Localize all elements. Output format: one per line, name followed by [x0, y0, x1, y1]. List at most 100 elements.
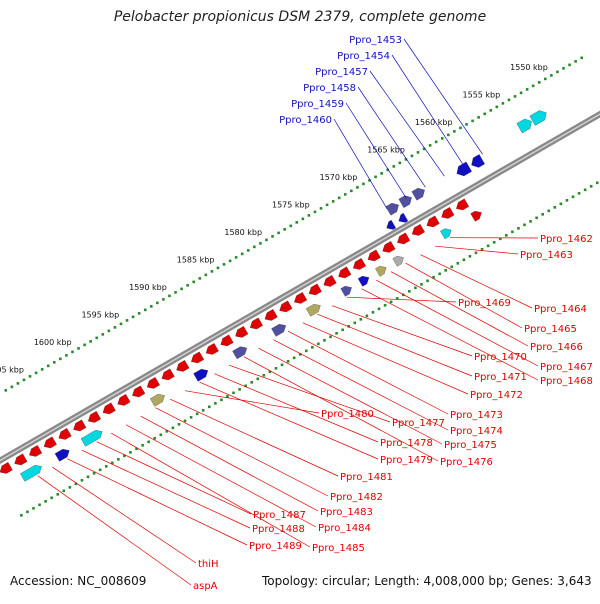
ruler-dot — [511, 231, 514, 234]
ruler-dot — [314, 211, 317, 214]
ruler-dot — [44, 500, 47, 503]
inner-gene-label: Ppro_1482 — [330, 492, 383, 503]
ruler-dot — [250, 381, 253, 384]
ruler-dot — [568, 64, 571, 67]
gene-arrow-inner-track2 — [393, 256, 404, 266]
ruler-dot — [372, 311, 375, 314]
leader-line-inner — [362, 289, 538, 380]
inner-gene-label: Ppro_1480 — [321, 409, 374, 420]
gene-arrow-inner-track2 — [471, 211, 482, 221]
leader-line-inner — [141, 416, 318, 511]
ruler-dot — [196, 413, 199, 416]
ruler-dot — [435, 141, 438, 144]
ruler-dot — [232, 392, 235, 395]
ruler-dot — [263, 374, 266, 377]
ruler-dot — [202, 409, 205, 412]
ruler-dot — [275, 367, 278, 370]
gene-arrow-inner — [206, 343, 219, 354]
gene-arrow-outer — [399, 196, 412, 208]
ruler-tick-label: 1550 kbp — [510, 63, 548, 72]
leader-line-inner — [303, 323, 468, 394]
ruler-dot — [420, 283, 423, 286]
inner-gene-label: Ppro_1466 — [530, 342, 583, 353]
ruler-dot — [293, 357, 296, 360]
inner-gene-label: Ppro_1485 — [312, 543, 365, 554]
ruler-dot — [265, 239, 268, 242]
outer-gene-labels: Ppro_1453Ppro_1454Ppro_1457Ppro_1458Ppro… — [279, 35, 402, 126]
ruler-dot — [450, 266, 453, 269]
leader-line-inner — [38, 476, 191, 585]
ruler-dot — [360, 318, 363, 321]
ruler-tick-label: 1580 kbp — [224, 228, 262, 237]
ruler-dot — [332, 200, 335, 203]
ruler-dot — [287, 360, 290, 363]
leader-line-inner — [214, 374, 378, 442]
gene-arrow-inner-track2 — [271, 324, 285, 336]
outer-gene-label: Ppro_1453 — [349, 35, 402, 46]
inner-gene-label: Ppro_1464 — [534, 304, 587, 315]
ruler-dot — [580, 57, 583, 60]
ruler-dot — [505, 234, 508, 237]
ruler-dot — [217, 267, 220, 270]
inner-gene-label: Ppro_1473 — [450, 410, 503, 421]
ruler-dot — [447, 134, 450, 137]
ruler-dot — [305, 350, 308, 353]
leader-line-inner — [317, 314, 472, 376]
ruler-tick-label: 1590 kbp — [129, 283, 167, 292]
ruler-dot — [487, 245, 490, 248]
ruler-tick-label: 1575 kbp — [272, 201, 310, 210]
ruler-dot — [477, 116, 480, 119]
ruler-dot — [220, 399, 223, 402]
ruler-dot — [50, 497, 53, 500]
ruler-dot — [271, 235, 274, 238]
ruler-dot — [514, 95, 517, 98]
page-title: Pelobacter propionicus DSM 2379, complet… — [0, 9, 600, 25]
ruler-dot — [283, 228, 286, 231]
inner-gene-label: Ppro_1467 — [540, 362, 593, 373]
inner-gene-label: Ppro_1478 — [380, 438, 433, 449]
gene-arrow-inner — [191, 352, 204, 363]
ruler-dot — [489, 109, 492, 112]
ruler-tick-label: 1595 kbp — [81, 311, 119, 320]
ruler-dot — [544, 78, 547, 81]
gene-arrow-inner — [280, 301, 293, 312]
inner-gene-label: Ppro_1483 — [320, 507, 373, 518]
ruler-dot — [344, 193, 347, 196]
ruler-dot — [496, 106, 499, 109]
ruler-dot — [362, 183, 365, 186]
ruler-dot — [184, 420, 187, 423]
ruler-dot — [71, 351, 74, 354]
ruler-dot — [23, 379, 26, 382]
ruler-dot — [174, 291, 177, 294]
ruler-dot — [366, 315, 369, 318]
gene-arrow-inner — [442, 207, 455, 218]
leader-line-inner — [406, 263, 522, 328]
inner-gene-label: Ppro_1488 — [252, 524, 305, 535]
ruler-tick-label: 1605 kbp — [0, 366, 24, 375]
inner-gene-label: Ppro_1479 — [380, 455, 433, 466]
ruler-dot — [493, 241, 496, 244]
ruler-dot — [198, 277, 201, 280]
ruler-dot — [526, 88, 529, 91]
gene-arrow-outer — [386, 203, 399, 215]
ruler-dot — [502, 102, 505, 105]
ruler-dot — [550, 74, 553, 77]
ruler-dot — [105, 465, 108, 468]
inner-gene-label: Ppro_1481 — [340, 472, 393, 483]
ruler-dot — [295, 221, 298, 224]
ruler-dot — [356, 186, 359, 189]
gene-arrow-inner-track2 — [150, 394, 164, 406]
ruler-dot — [281, 364, 284, 367]
gene-arrow-inner-track2 — [20, 465, 41, 481]
gene-arrow-inner — [103, 403, 116, 414]
ruler-dot — [311, 346, 314, 349]
ruler-dot — [247, 249, 250, 252]
ruler-dot — [205, 274, 208, 277]
leader-line-inner — [97, 442, 251, 514]
inner-gene-label: Ppro_1463 — [520, 250, 573, 261]
ruler-tick-label: 1585 kbp — [177, 256, 215, 265]
gene-arrow-inner — [15, 454, 28, 465]
ruler-dot — [390, 301, 393, 304]
ruler-dot — [517, 227, 520, 230]
inner-gene-labels: Ppro_1462Ppro_1463Ppro_1464Ppro_1465Ppro… — [193, 234, 593, 592]
